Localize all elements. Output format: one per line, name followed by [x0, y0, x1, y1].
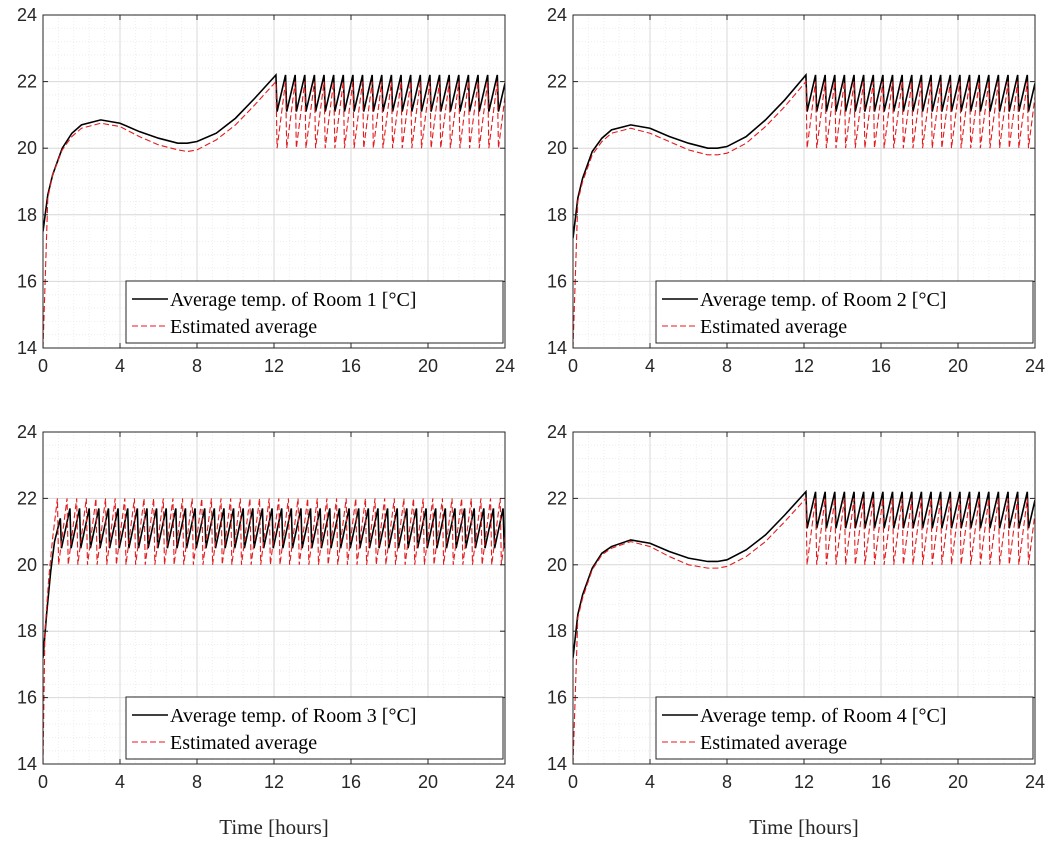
series-line-measured — [43, 72, 505, 232]
x-tick-label: 24 — [1025, 356, 1045, 376]
y-tick-label: 14 — [17, 754, 37, 774]
legend: Average temp. of Room 1 [°C] Estimated av… — [125, 280, 504, 344]
series-line-measured — [573, 72, 1035, 239]
x-tick-label: 20 — [948, 772, 968, 792]
y-tick-label: 14 — [547, 754, 567, 774]
x-tick-label: 8 — [192, 772, 202, 792]
panel-1: 0 4 8 12 16 20 24 14 16 18 20 22 24 Average temp. of … — [17, 5, 515, 376]
y-tick-label: 22 — [547, 72, 567, 92]
x-axis-label: Time [hours] — [749, 815, 858, 839]
legend-entry: Average temp. of Room 1 [°C] — [170, 289, 416, 311]
legend-entry: Average temp. of Room 3 [°C] — [170, 705, 416, 727]
x-tick-label: 12 — [794, 772, 814, 792]
y-tick-label: 18 — [547, 205, 567, 225]
legend: Average temp. of Room 3 [°C] Estimated av… — [125, 696, 504, 760]
y-tick-label: 14 — [547, 338, 567, 358]
x-tick-label: 16 — [341, 772, 361, 792]
x-tick-label: 4 — [645, 772, 655, 792]
x-tick-label: 8 — [722, 356, 732, 376]
x-tick-label: 4 — [115, 356, 125, 376]
legend: Average temp. of Room 4 [°C] Estimated av… — [655, 696, 1034, 760]
panel-4: 0 4 8 12 16 20 24 14 16 18 20 22 24 Time [hours] Avera… — [547, 422, 1045, 839]
x-tick-label: 24 — [495, 772, 515, 792]
y-tick-label: 24 — [547, 422, 567, 442]
x-tick-label: 0 — [38, 772, 48, 792]
y-tick-label: 18 — [547, 621, 567, 641]
y-tick-label: 24 — [17, 5, 37, 25]
panel-3: 0 4 8 12 16 20 24 14 16 18 20 22 24 Time [hours] Avera… — [17, 422, 515, 839]
y-tick-label: 16 — [547, 688, 567, 708]
series-line-measured — [573, 489, 1035, 658]
x-tick-label: 4 — [645, 356, 655, 376]
x-tick-label: 20 — [418, 772, 438, 792]
y-tick-label: 22 — [547, 488, 567, 508]
y-tick-label: 24 — [17, 422, 37, 442]
series-line-estimated — [573, 80, 1035, 348]
y-tick-label: 18 — [17, 205, 37, 225]
x-tick-label: 8 — [192, 356, 202, 376]
y-tick-label: 22 — [17, 72, 37, 92]
x-tick-label: 16 — [871, 356, 891, 376]
y-tick-label: 20 — [17, 138, 37, 158]
x-tick-label: 12 — [264, 356, 284, 376]
x-tick-label: 20 — [948, 356, 968, 376]
x-tick-label: 8 — [722, 772, 732, 792]
y-tick-label: 24 — [547, 5, 567, 25]
x-tick-label: 20 — [418, 356, 438, 376]
x-tick-label: 12 — [264, 772, 284, 792]
y-tick-label: 18 — [17, 621, 37, 641]
legend: Average temp. of Room 2 [°C] Estimated av… — [655, 280, 1034, 344]
x-tick-label: 16 — [341, 356, 361, 376]
x-tick-label: 0 — [38, 356, 48, 376]
x-tick-label: 0 — [568, 772, 578, 792]
x-tick-label: 0 — [568, 356, 578, 376]
x-axis-label: Time [hours] — [219, 815, 328, 839]
x-tick-label: 24 — [1025, 772, 1045, 792]
series-line-estimated — [43, 80, 505, 348]
legend-entry: Estimated average — [170, 732, 317, 754]
legend-entry: Estimated average — [170, 316, 317, 338]
y-tick-label: 20 — [547, 555, 567, 575]
legend-entry: Estimated average — [700, 732, 847, 754]
x-tick-label: 12 — [794, 356, 814, 376]
legend-entry: Average temp. of Room 2 [°C] — [700, 289, 946, 311]
y-tick-label: 16 — [17, 271, 37, 291]
panel-2: 0 4 8 12 16 20 24 14 16 18 20 22 24 Average temp. of … — [547, 5, 1045, 376]
legend-entry: Estimated average — [700, 316, 847, 338]
y-tick-label: 16 — [547, 271, 567, 291]
y-tick-label: 22 — [17, 488, 37, 508]
y-tick-label: 20 — [547, 138, 567, 158]
x-tick-label: 24 — [495, 356, 515, 376]
series-line-estimated — [573, 497, 1035, 764]
y-tick-label: 14 — [17, 338, 37, 358]
x-tick-label: 4 — [115, 772, 125, 792]
y-tick-label: 20 — [17, 555, 37, 575]
y-tick-label: 16 — [17, 688, 37, 708]
legend-entry: Average temp. of Room 4 [°C] — [700, 705, 946, 727]
x-tick-label: 16 — [871, 772, 891, 792]
